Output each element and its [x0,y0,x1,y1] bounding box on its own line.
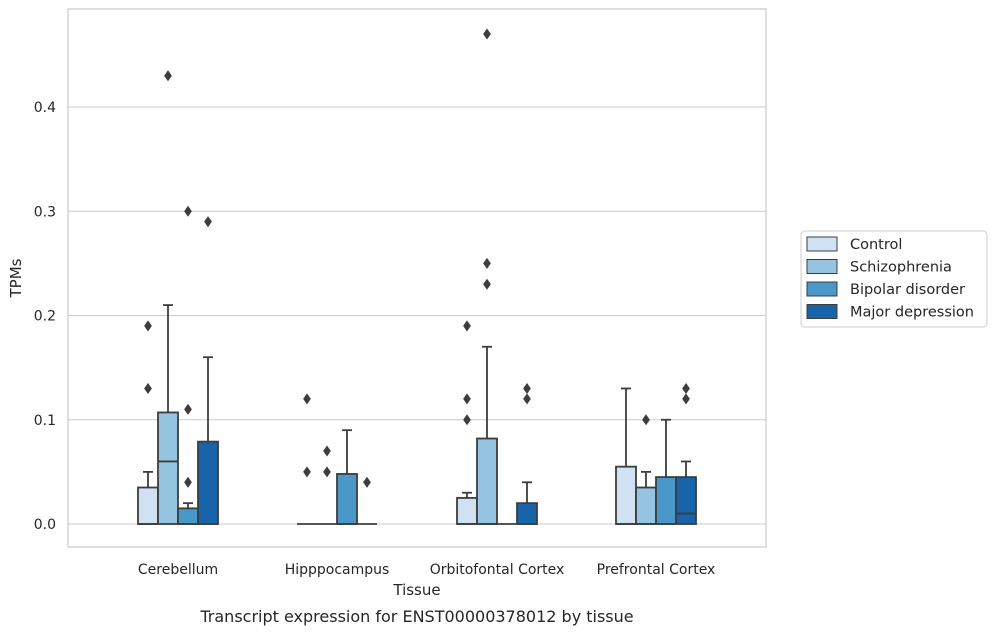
legend-label: Schizophrenia [850,260,952,276]
box-element [516,382,538,525]
plot-frame [67,8,767,548]
box [336,473,358,525]
chart-caption: Transcript expression for ENST0000037801… [199,607,633,626]
outlier-point [184,403,192,415]
box-element [336,429,358,525]
box [456,497,478,525]
y-axis-title: TPMs [7,258,25,298]
outlier-point [463,393,471,405]
outlier-point [363,476,371,488]
box-element [456,320,478,525]
box-element [357,476,377,525]
x-tick-label: Prefrontal Cortex [597,562,716,578]
box-element [297,393,317,525]
box [635,486,657,525]
box-element [615,387,637,525]
outlier-point [483,28,491,40]
box [516,502,538,525]
outlier-point [323,445,331,457]
y-tick-label: 0.0 [34,517,56,533]
legend: Control Schizophrenia Bipolar disorder Majo… [800,230,988,328]
outlier-point [523,382,531,394]
outlier-point [204,216,212,228]
y-tick-label: 0.4 [34,100,56,116]
box [137,486,159,525]
box [197,440,219,525]
outlier-point [144,382,152,394]
boxes [137,28,697,525]
outlier-point [144,320,152,332]
outlier-point [303,393,311,405]
y-tick-labels: 0.0 0.1 0.2 0.3 0.4 [34,100,56,533]
outlier-point [323,466,331,478]
box-element [177,205,199,525]
legend-label: Control [850,237,902,253]
outlier-point [463,414,471,426]
outlier-point [682,393,690,405]
outlier-point [483,257,491,269]
y-tick-label: 0.1 [34,413,56,429]
legend-swatch [806,304,838,319]
box-element [675,382,697,525]
outlier-point [682,382,690,394]
box [177,507,199,525]
legend-label: Bipolar disorder [850,282,965,298]
box [655,476,677,525]
outlier-point [164,70,172,82]
legend-swatch [806,281,838,297]
box-element [655,418,677,525]
box-element [157,70,179,525]
box [615,465,637,525]
y-tick-label: 0.3 [34,204,56,220]
box-element [476,28,498,525]
outlier-point [184,205,192,217]
box-element [317,445,337,525]
legend-swatch [806,259,838,274]
outlier-point [463,320,471,332]
outlier-point [642,414,650,426]
box-element [197,216,219,525]
legend-swatch [806,236,838,252]
outlier-point [523,393,531,405]
legend-label: Major depression [850,305,974,321]
x-tick-labels: Cerebellum Hipppocampus Orbitofontal Corte… [138,562,715,578]
legend-frame [800,230,988,328]
box [157,411,179,525]
box [476,437,498,525]
y-tick-label: 0.2 [34,309,56,325]
outlier-point [303,466,311,478]
box-element [137,320,159,525]
box [675,476,697,525]
outlier-point [483,278,491,290]
outlier-point [184,476,192,488]
x-tick-label: Orbitofontal Cortex [430,562,565,578]
x-axis-title: Tissue [392,581,440,599]
x-tick-label: Hipppocampus [285,562,390,578]
x-tick-label: Cerebellum [138,562,218,578]
